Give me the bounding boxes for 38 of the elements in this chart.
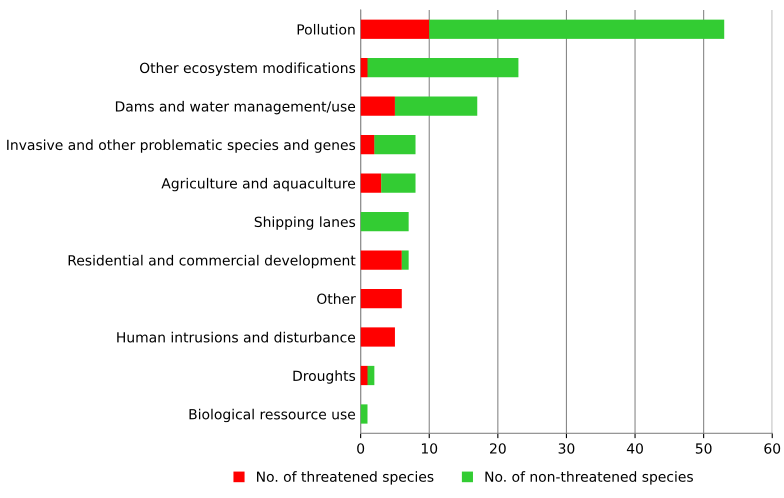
bar [360,288,402,308]
bar [381,174,416,193]
y-tick-label: Agriculture and aquaculture [161,178,356,192]
y-tick-label: Shipping lanes [254,216,356,230]
bar [360,327,395,347]
y-tick-label: Other [317,293,356,304]
y-tick-label: Droughts [293,370,356,384]
y-tick-label: Pollution [298,24,355,35]
bar [360,404,368,424]
y-tick-label: Invasive and other problematic species and genes [7,139,356,153]
x-tick-label: 10 [422,443,438,454]
legend-label: No. of threatened species [257,471,434,485]
y-tick-label: Dams and water management/use [116,100,356,114]
legend-label: No. of non-threatened species [485,471,693,485]
bar [360,135,374,154]
x-tick-label: 60 [764,443,780,454]
y-tick-label: Biological ressource use [190,408,356,422]
bar [429,20,724,39]
y-tick-label: Human intrusions and disturbance [117,332,356,343]
bar [374,135,416,154]
bar [368,58,518,78]
x-tick-label: 50 [696,443,712,454]
x-tick-label: 0 [357,443,364,454]
bar [360,174,382,193]
bar [360,250,402,270]
bar [360,58,368,78]
bar [360,20,430,39]
x-tick-label: 20 [490,443,506,454]
bar [360,366,368,386]
x-tick-label: 30 [558,443,574,454]
y-tick-label: Residential and commercial development [68,254,356,268]
bar [368,366,374,386]
bar [360,96,395,116]
bar [394,96,478,116]
x-tick-label: 40 [626,443,643,454]
bar [402,250,409,270]
y-tick-label: Other ecosystem modifications [140,62,356,76]
bar [360,212,409,232]
